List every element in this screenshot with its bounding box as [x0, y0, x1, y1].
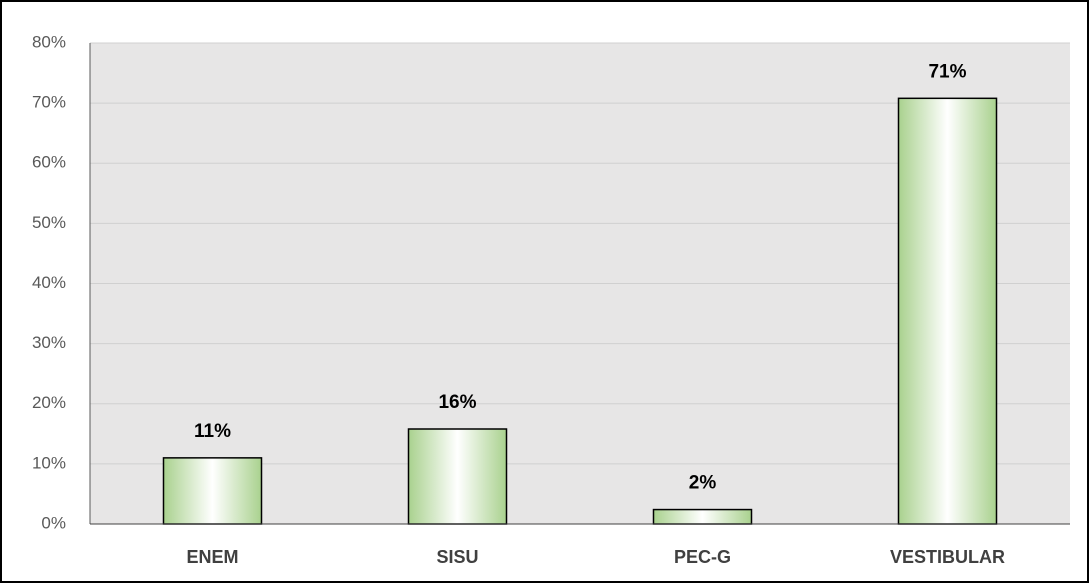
- y-tick-label: 40%: [32, 273, 66, 292]
- bar: [162, 457, 263, 525]
- y-tick-label: 0%: [41, 513, 66, 532]
- y-tick-label: 20%: [32, 393, 66, 412]
- y-tick-label: 70%: [32, 93, 66, 112]
- value-label: 16%: [438, 392, 476, 413]
- y-tick-label: 30%: [32, 333, 66, 352]
- x-tick-label: PEC-G: [674, 547, 731, 567]
- bar: [652, 508, 753, 525]
- x-tick-label: ENEM: [186, 547, 238, 567]
- value-label: 71%: [928, 61, 966, 82]
- bar: [407, 428, 508, 525]
- x-tick-label: SISU: [436, 547, 478, 567]
- value-label: 11%: [194, 421, 231, 442]
- y-tick-label: 10%: [32, 453, 66, 472]
- y-tick-label: 80%: [32, 32, 66, 51]
- value-label: 2%: [689, 473, 717, 494]
- y-tick-label: 60%: [32, 153, 66, 172]
- x-tick-label: VESTIBULAR: [890, 547, 1005, 567]
- bar: [897, 97, 998, 525]
- y-tick-label: 50%: [32, 213, 66, 232]
